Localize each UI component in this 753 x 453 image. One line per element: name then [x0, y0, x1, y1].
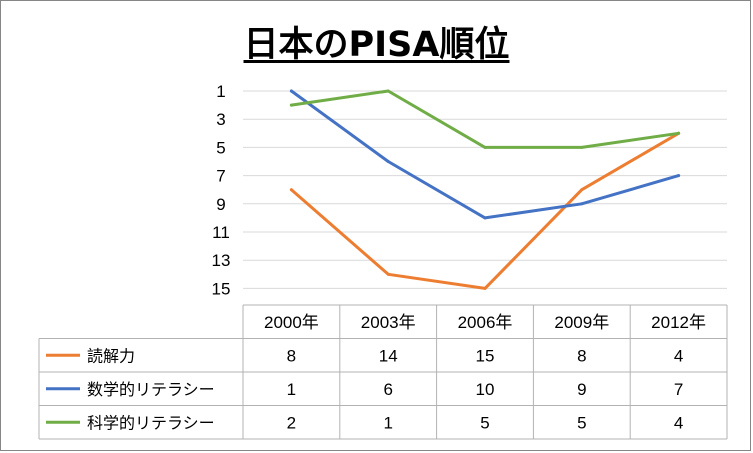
data-table-value: 4 — [674, 413, 683, 432]
data-point — [580, 145, 584, 149]
data-table-value: 5 — [577, 413, 586, 432]
data-table-value: 14 — [379, 346, 398, 365]
data-table-value: 8 — [577, 346, 586, 365]
x-category-label: 2003年 — [361, 313, 416, 332]
x-category-label: 2000年 — [264, 313, 319, 332]
series-line — [289, 131, 681, 290]
data-table-value: 10 — [476, 380, 495, 399]
data-point — [580, 188, 584, 192]
data-table-value: 1 — [383, 413, 392, 432]
y-tick-label: 9 — [216, 195, 225, 214]
data-point — [289, 89, 293, 93]
y-tick-label: 5 — [216, 138, 225, 157]
series-name-label: 数学的リテラシー — [87, 380, 215, 399]
x-category-label: 2006年 — [458, 313, 513, 332]
data-point — [677, 174, 681, 178]
data-point — [483, 216, 487, 220]
chart-title: 日本のPISA順位 — [243, 25, 510, 65]
data-table-value: 2 — [287, 413, 296, 432]
data-point — [386, 160, 390, 163]
y-tick-label: 11 — [212, 223, 230, 242]
data-point — [483, 145, 487, 149]
y-tick-label: 13 — [212, 251, 231, 270]
data-table-value: 9 — [577, 380, 586, 399]
data-point — [289, 103, 293, 107]
data-point — [386, 272, 390, 276]
data-point — [289, 188, 293, 192]
series-name-label: 科学的リテラシー — [87, 413, 215, 432]
data-table-value: 4 — [674, 346, 683, 365]
y-tick-label: 7 — [216, 167, 225, 186]
data-table-value: 5 — [480, 413, 489, 432]
y-tick-label: 3 — [216, 110, 225, 129]
data-point — [386, 89, 390, 93]
data-point — [580, 202, 584, 206]
data-table-value: 1 — [287, 380, 296, 399]
y-tick-label: 15 — [212, 279, 231, 298]
y-tick-label: 1 — [216, 82, 225, 101]
data-point — [677, 131, 681, 135]
data-table-value: 15 — [476, 346, 495, 365]
x-category-label: 2009年 — [554, 313, 609, 332]
x-category-label: 2012年 — [651, 313, 706, 332]
data-table-value: 8 — [287, 346, 296, 365]
series-line — [289, 89, 681, 220]
chart-title-wrap: 日本のPISA順位 — [0, 16, 753, 67]
data-point — [483, 286, 487, 290]
series-name-label: 読解力 — [87, 346, 135, 365]
data-table-value: 7 — [674, 380, 683, 399]
data-table-value: 6 — [383, 380, 392, 399]
